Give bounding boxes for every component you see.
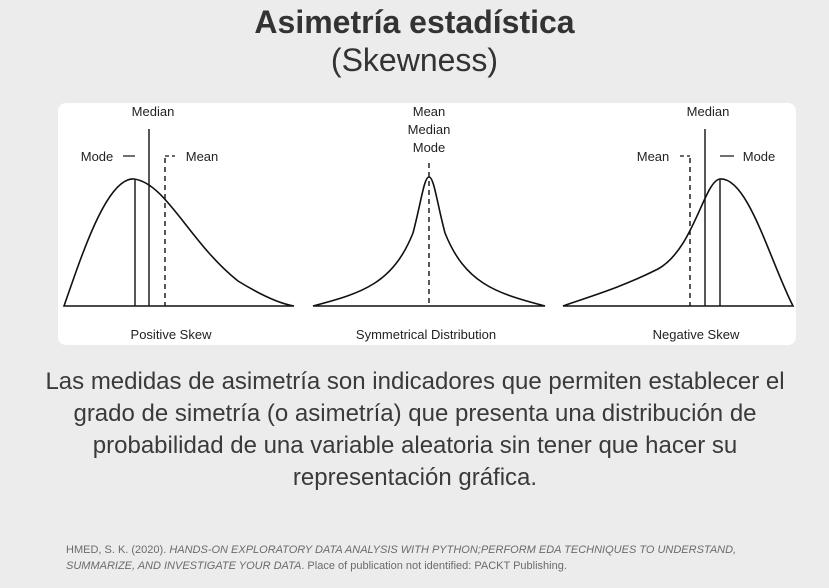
skewness-description: Las medidas de asimetría son indicadores… bbox=[45, 368, 785, 491]
symmetrical-median-label: Median bbox=[408, 122, 451, 137]
positive-skew-mean-label: Mean bbox=[186, 149, 219, 164]
positive-skew-caption: Positive Skew bbox=[131, 327, 213, 342]
negative-skew-panel: Median Mean Mode Negative Skew bbox=[562, 104, 795, 342]
negative-skew-curve bbox=[562, 178, 795, 307]
symmetrical-mean-label: Mean bbox=[413, 104, 446, 119]
slide-title: Asimetría estadística bbox=[254, 4, 575, 40]
positive-skew-median-label: Median bbox=[132, 104, 175, 119]
negative-skew-mode-label: Mode bbox=[743, 149, 776, 164]
positive-skew-panel: Median Mode Mean Positive Skew bbox=[62, 104, 295, 342]
positive-skew-mode-label: Mode bbox=[81, 149, 114, 164]
citation-authors: HMED, S. K. (2020). bbox=[66, 544, 170, 556]
symmetrical-panel: Mean Median Mode Symmetrical Distributio… bbox=[312, 104, 546, 342]
negative-skew-caption: Negative Skew bbox=[653, 327, 740, 342]
symmetrical-mode-label: Mode bbox=[413, 140, 446, 155]
negative-skew-mean-label: Mean bbox=[637, 149, 670, 164]
skewness-figure: Median Mode Mean Positive Skew Mean Medi… bbox=[58, 103, 796, 345]
citation-book-title: HANDS-ON EXPLORATORY DATA ANALYSIS WITH … bbox=[66, 544, 737, 572]
positive-skew-curve bbox=[62, 178, 295, 307]
slide-subtitle: (Skewness) bbox=[330, 42, 499, 78]
citation: HMED, S. K. (2020). HANDS-ON EXPLORATORY… bbox=[66, 542, 796, 574]
skewness-diagram: Median Mode Mean Positive Skew Mean Medi… bbox=[62, 104, 795, 342]
negative-skew-median-label: Median bbox=[687, 104, 730, 119]
symmetrical-caption: Symmetrical Distribution bbox=[356, 327, 496, 342]
symmetrical-curve bbox=[312, 176, 546, 307]
citation-publisher: . Place of publication not identified: P… bbox=[301, 560, 567, 572]
